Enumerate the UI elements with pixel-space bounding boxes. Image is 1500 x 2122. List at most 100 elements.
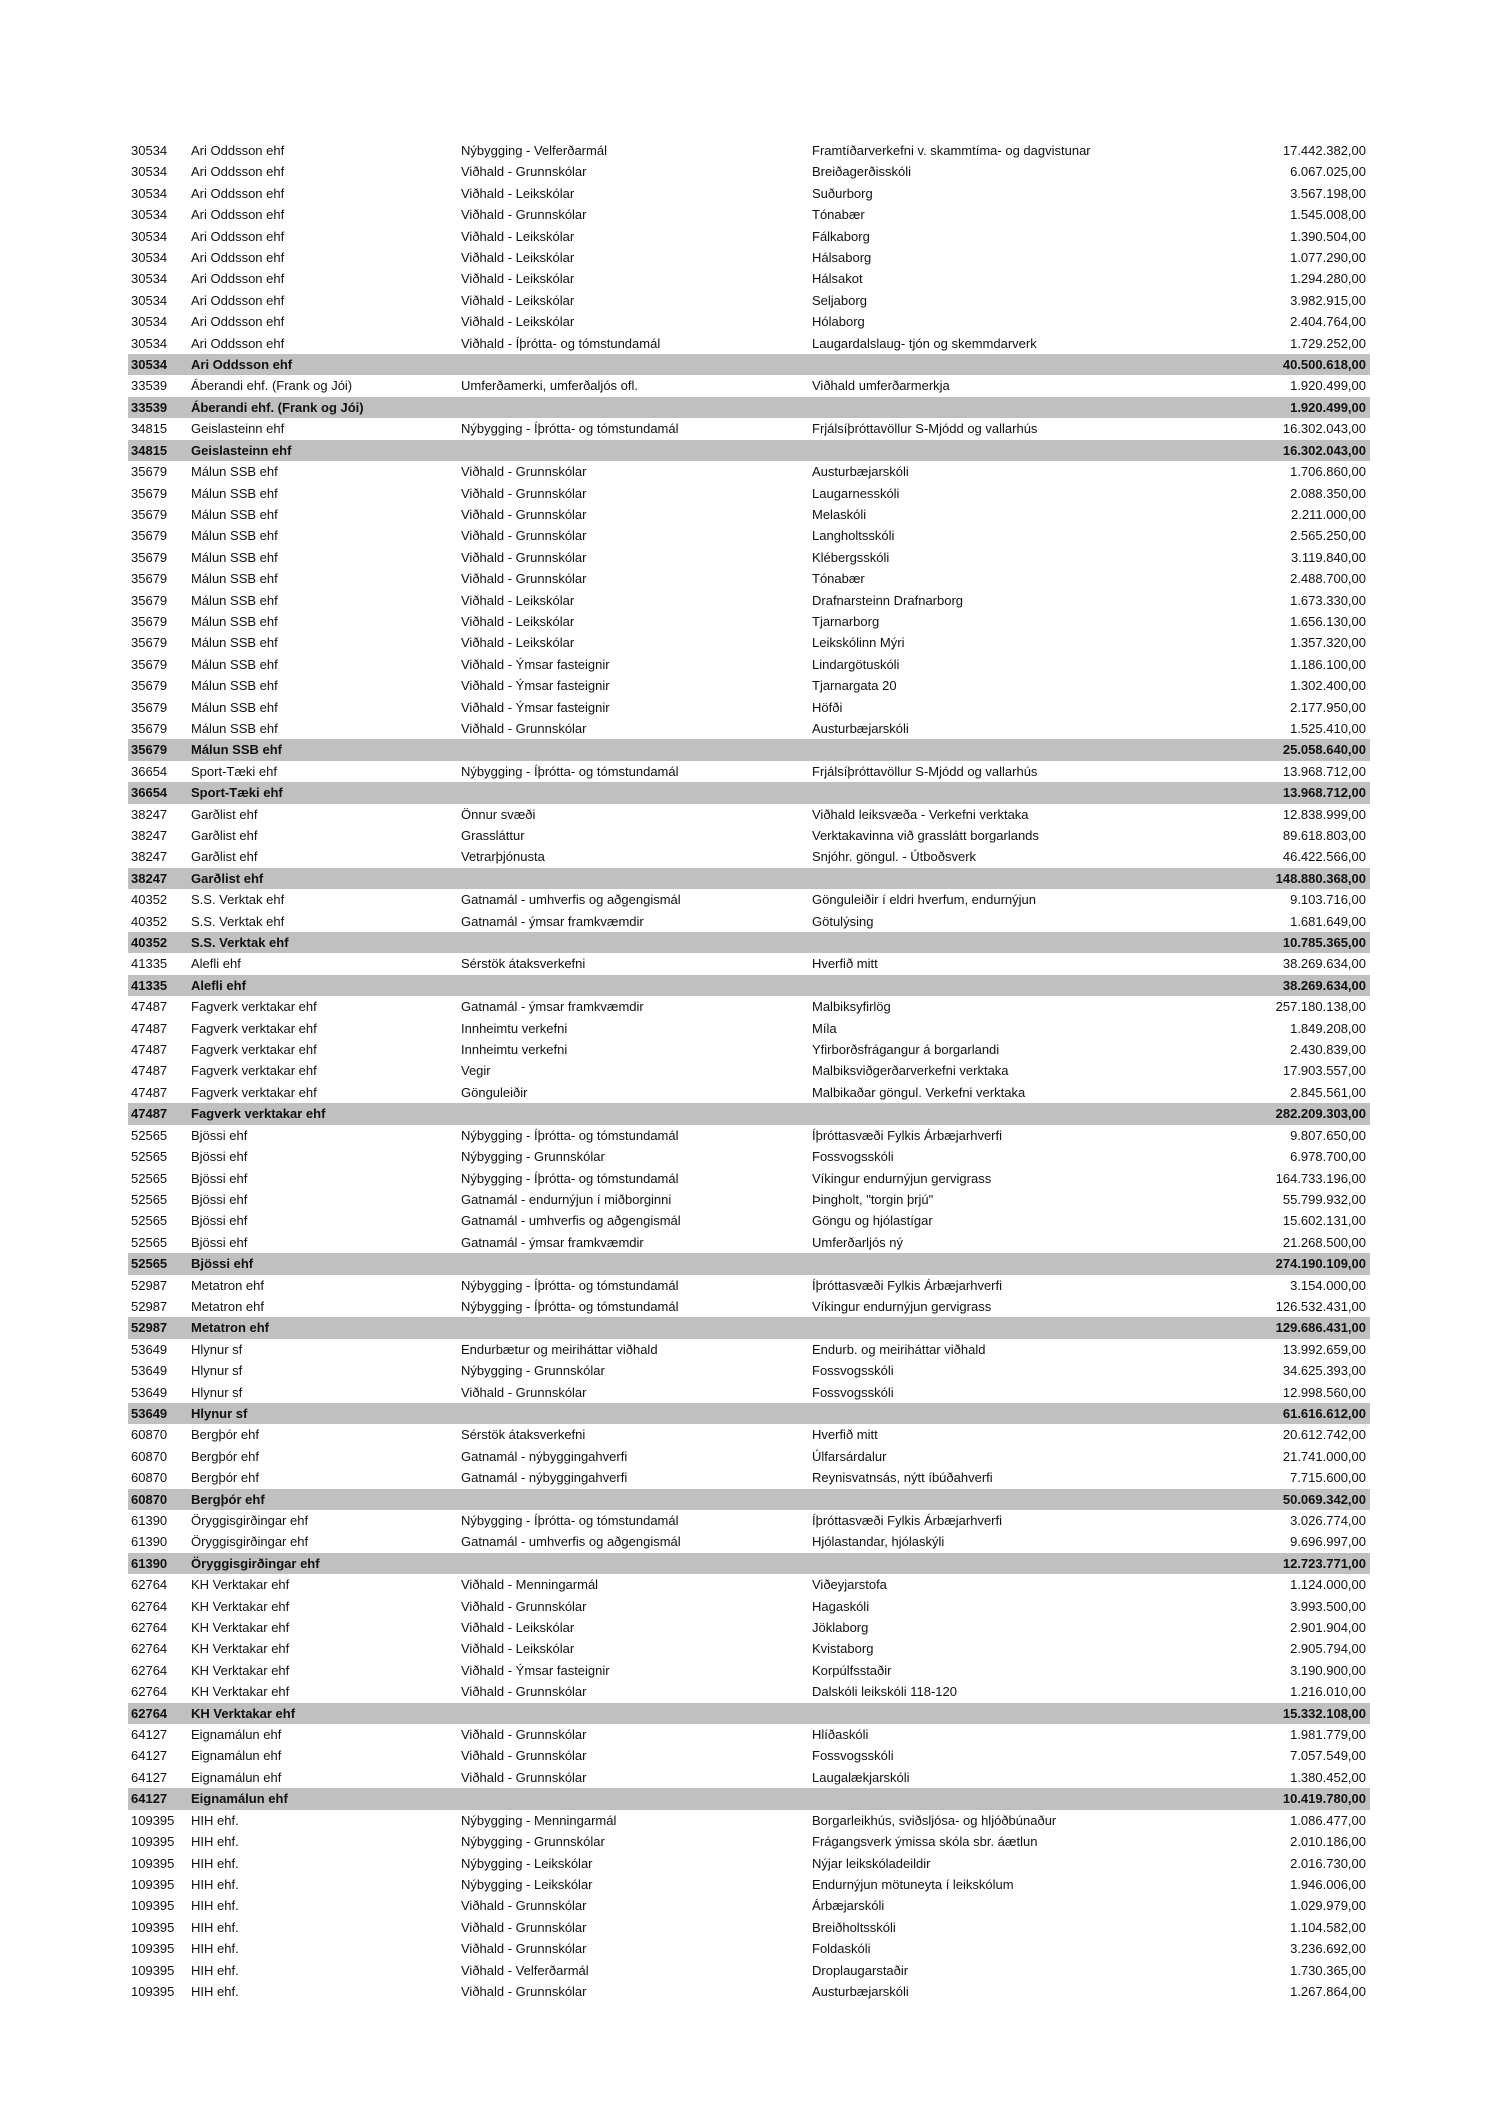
vendor-id-cell: 35679	[131, 742, 168, 758]
vendor-name-cell: HIH ehf.	[191, 1962, 239, 1978]
subtotal-row: 60870 Bergþór ehf 50.069.342,00	[128, 1488, 1370, 1510]
category-cell: Viðhald - Grunnskólar	[461, 1727, 587, 1743]
subtotal-row: 41335 Alefli ehf 38.269.634,00	[128, 974, 1370, 997]
vendor-id-cell: 33539	[131, 399, 168, 415]
vendor-id-cell: 36654	[131, 763, 168, 779]
contractor-payments-table: 30534 Ari Oddsson ehf Nýbygging - Velferða…	[128, 140, 1370, 2002]
vendor-id-cell: 64127	[131, 1769, 168, 1785]
amount-cell: 1.086.477,00	[1290, 1812, 1366, 1828]
category-cell: Viðhald - Leikskólar	[461, 250, 575, 266]
vendor-name-cell: Eignamálun ehf	[191, 1748, 282, 1764]
project-cell: Jöklaborg	[812, 1620, 869, 1636]
vendor-id-cell: 52565	[131, 1170, 168, 1186]
amount-cell: 3.190.900,00	[1290, 1662, 1366, 1678]
amount-cell: 20.612.742,00	[1282, 1427, 1366, 1443]
vendor-name-cell: Bjössi ehf	[191, 1234, 248, 1250]
project-cell: Íþróttasvæði Fylkis Árbæjarhverfi	[812, 1277, 1002, 1293]
vendor-id-cell: 35679	[131, 656, 168, 672]
amount-cell: 7.057.549,00	[1290, 1748, 1366, 1764]
category-cell: Viðhald - Leikskólar	[461, 228, 575, 244]
table-row: 109395 HIH ehf. Nýbygging - Leikskólar Endu…	[128, 1874, 1370, 1895]
vendor-id-cell: 52987	[131, 1320, 168, 1336]
table-row: 47487 Fagverk verktakar ehf Gönguleiðir Mal…	[128, 1082, 1370, 1103]
table-row: 30534 Ari Oddsson ehf Viðhald - Leikskólar…	[128, 311, 1370, 332]
amount-cell: 2.088.350,00	[1290, 485, 1366, 501]
category-cell: Grassláttur	[461, 828, 525, 843]
project-cell: Frjálsíþróttavöllur S-Mjódd og vallarhús	[812, 763, 1038, 779]
category-cell: Viðhald - Grunnskólar	[461, 464, 587, 480]
subtotal-row: 53649 Hlynur sf 61.616.612,00	[128, 1402, 1370, 1425]
amount-cell: 1.186.100,00	[1290, 656, 1366, 672]
table-row: 38247 Garðlist ehf Grassláttur Verktakavinn…	[128, 825, 1370, 846]
project-cell: Laugardalslaug- tjón og skemmdarverk	[812, 335, 1037, 351]
amount-cell: 12.998.560,00	[1282, 1384, 1366, 1400]
vendor-name-cell: HIH ehf.	[191, 1855, 239, 1871]
vendor-name-cell: HIH ehf.	[191, 1983, 239, 1999]
category-cell: Vegir	[461, 1063, 491, 1079]
vendor-id-cell: 33539	[131, 378, 168, 394]
project-cell: Lindargötuskóli	[812, 656, 900, 672]
table-row: 62764 KH Verktakar ehf Viðhald - Leikskóla…	[128, 1638, 1370, 1659]
project-cell: Hólaborg	[812, 314, 865, 330]
table-row: 60870 Bergþór ehf Gatnamál - nýbyggingahve…	[128, 1467, 1370, 1488]
amount-cell: 2.211.000,00	[1291, 506, 1366, 522]
amount-cell: 46.422.566,00	[1282, 849, 1366, 865]
project-cell: Viðhald umferðarmerkja	[812, 378, 950, 394]
project-cell: Breiðagerðisskóli	[812, 164, 911, 180]
project-cell: Fossvogsskóli	[812, 1363, 894, 1379]
project-cell: Gönguleiðir í eldri hverfum, endurnýjun	[812, 892, 1037, 908]
category-cell: Viðhald - Ýmsar fasteignir	[461, 678, 610, 694]
amount-cell: 6.978.700,00	[1290, 1149, 1366, 1165]
project-cell: Götulýsing	[812, 913, 874, 929]
vendor-name-cell: KH Verktakar ehf	[191, 1620, 290, 1636]
table-row: 30534 Ari Oddsson ehf Viðhald - Íþrótta- o…	[128, 333, 1370, 354]
vendor-id-cell: 64127	[131, 1727, 168, 1743]
category-cell: Viðhald - Grunnskólar	[461, 164, 587, 180]
category-cell: Viðhald - Grunnskólar	[461, 1898, 587, 1914]
vendor-id-cell: 30534	[131, 335, 168, 351]
amount-cell: 2.404.764,00	[1290, 314, 1366, 330]
amount-cell: 21.741.000,00	[1282, 1448, 1366, 1464]
vendor-name-cell: Málun SSB ehf	[191, 678, 278, 694]
amount-cell: 2.010.186,00	[1290, 1834, 1366, 1850]
vendor-name-cell: Málun SSB ehf	[191, 699, 278, 715]
vendor-name-cell: Öryggisgirðingar ehf	[191, 1513, 309, 1528]
vendor-id-cell: 40352	[131, 913, 168, 929]
vendor-name-cell: Alefli ehf	[191, 977, 246, 993]
category-cell: Viðhald - Grunnskólar	[461, 1941, 587, 1957]
vendor-name-cell: HIH ehf.	[191, 1941, 239, 1957]
vendor-name-cell: Metatron ehf	[191, 1320, 269, 1336]
category-cell: Viðhald - Grunnskólar	[461, 1919, 587, 1935]
vendor-id-cell: 60870	[131, 1491, 168, 1507]
category-cell: Viðhald - Grunnskólar	[461, 549, 587, 565]
project-cell: Hverfið mitt	[812, 1427, 878, 1443]
vendor-name-cell: Ari Oddsson ehf	[191, 164, 285, 180]
category-cell: Gatnamál - nýbyggingahverfi	[461, 1448, 628, 1464]
vendor-name-cell: Ari Oddsson ehf	[191, 228, 285, 244]
table-row: 52565 Bjössi ehf Nýbygging - Grunnskólar Fo…	[128, 1146, 1370, 1167]
vendor-name-cell: Ari Oddsson ehf	[191, 271, 285, 287]
vendor-id-cell: 35679	[131, 571, 168, 587]
category-cell: Nýbygging - Grunnskólar	[461, 1834, 605, 1850]
vendor-id-cell: 35679	[131, 635, 168, 651]
category-cell: Gatnamál - nýbyggingahverfi	[461, 1470, 628, 1486]
project-cell: Snjóhr. göngul. - Útboðsverk	[812, 849, 977, 865]
vendor-id-cell: 61390	[131, 1555, 168, 1571]
category-cell: Viðhald - Grunnskólar	[461, 1598, 587, 1614]
vendor-name-cell: HIH ehf.	[191, 1898, 239, 1914]
table-row: 52987 Metatron ehf Nýbygging - Íþrótta- og…	[128, 1275, 1370, 1296]
project-cell: Endurb. og meiriháttar viðhald	[812, 1341, 986, 1357]
amount-cell: 38.269.634,00	[1282, 956, 1366, 972]
vendor-name-cell: Metatron ehf	[191, 1277, 264, 1293]
vendor-id-cell: 62764	[131, 1684, 168, 1700]
project-cell: Hálsakot	[812, 271, 863, 287]
table-row: 35679 Málun SSB ehf Viðhald - Ýmsar fastei…	[128, 697, 1370, 718]
vendor-name-cell: Sport-Tæki ehf	[191, 763, 277, 779]
vendor-id-cell: 109395	[131, 1855, 175, 1871]
subtotal-row: 52987 Metatron ehf 129.686.431,00	[128, 1317, 1370, 1339]
amount-cell: 3.982.915,00	[1290, 292, 1366, 308]
table-row: 35679 Málun SSB ehf Viðhald - Grunnskólar A…	[128, 718, 1370, 739]
category-cell: Nýbygging - Íþrótta- og tómstundamál	[461, 1127, 679, 1143]
project-cell: Breiðholtsskóli	[812, 1919, 896, 1935]
vendor-name-cell: Fagverk verktakar ehf	[191, 999, 317, 1015]
